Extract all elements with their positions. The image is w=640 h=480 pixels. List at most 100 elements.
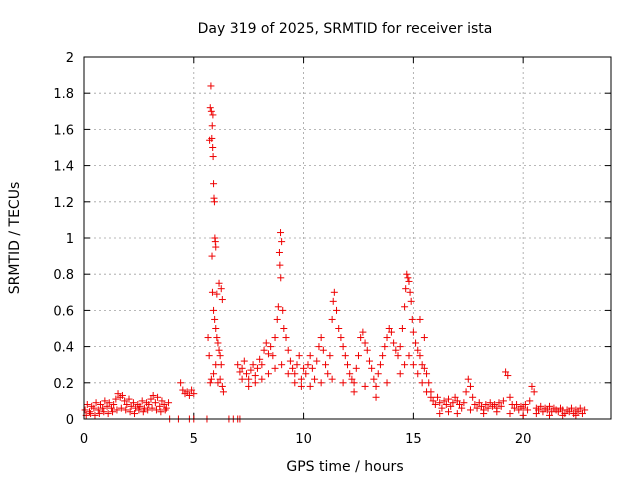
- data-point: [504, 372, 512, 380]
- data-point: [271, 364, 279, 372]
- data-point: [218, 382, 226, 390]
- data-point: [100, 408, 108, 416]
- data-point: [519, 411, 527, 419]
- data-point: [469, 393, 477, 401]
- data-point: [431, 401, 439, 409]
- chart-title: Day 319 of 2025, SRMTID for receiver ist…: [198, 21, 493, 37]
- data-point: [311, 375, 319, 383]
- data-point: [348, 375, 356, 383]
- data-point: [151, 399, 159, 407]
- data-point: [123, 401, 131, 409]
- data-point: [315, 343, 323, 351]
- data-point: [328, 375, 336, 383]
- data-point: [436, 399, 444, 407]
- data-point: [578, 410, 586, 418]
- data-point: [162, 404, 170, 412]
- data-point: [94, 406, 102, 414]
- data-point: [83, 401, 91, 409]
- data-point: [506, 410, 514, 418]
- data-point: [429, 397, 437, 405]
- data-point: [497, 402, 505, 410]
- data-point: [372, 393, 380, 401]
- data-point: [161, 406, 169, 414]
- data-point: [513, 401, 521, 409]
- data-point: [216, 352, 224, 360]
- y-axis-label: SRMTID / TECUs: [7, 182, 23, 295]
- data-point: [341, 352, 349, 360]
- data-point: [154, 393, 162, 401]
- data-point: [276, 261, 284, 269]
- data-point: [368, 364, 376, 372]
- data-point: [412, 339, 420, 347]
- data-point: [114, 390, 122, 398]
- data-point: [449, 399, 457, 407]
- data-point: [405, 277, 413, 285]
- data-point: [447, 402, 455, 410]
- data-point: [354, 352, 362, 360]
- data-point: [416, 315, 424, 323]
- data-point: [330, 288, 338, 296]
- data-point: [215, 346, 223, 354]
- data-point: [87, 410, 95, 418]
- data-point: [423, 388, 431, 396]
- data-point: [209, 153, 217, 161]
- data-point: [211, 315, 219, 323]
- data-point: [240, 357, 248, 365]
- data-point: [394, 352, 402, 360]
- data-point: [365, 357, 373, 365]
- data-point: [390, 339, 398, 347]
- data-point: [335, 325, 343, 332]
- data-point: [339, 379, 347, 387]
- data-point: [238, 375, 246, 383]
- data-point: [210, 370, 218, 378]
- data-point: [104, 410, 112, 418]
- data-point: [247, 366, 255, 374]
- data-point: [214, 379, 222, 387]
- data-point: [339, 343, 347, 351]
- data-point: [521, 401, 529, 409]
- data-point: [302, 370, 310, 378]
- data-point: [125, 395, 133, 403]
- data-point: [304, 361, 312, 369]
- data-point: [81, 406, 89, 414]
- data-point: [274, 303, 282, 311]
- data-point: [370, 375, 378, 383]
- data-point: [207, 107, 215, 115]
- data-point: [471, 401, 479, 409]
- data-point: [284, 370, 292, 378]
- data-point: [291, 370, 299, 378]
- x-tick-label: 0: [80, 432, 88, 447]
- data-point: [436, 410, 444, 418]
- grid-layer: [84, 57, 611, 419]
- data-point: [210, 306, 218, 314]
- data-point: [300, 364, 308, 372]
- data-point: [105, 399, 113, 407]
- data-point: [359, 328, 367, 336]
- data-point: [387, 328, 395, 336]
- y-tick-label: 1: [66, 232, 74, 247]
- data-point: [361, 339, 369, 347]
- data-point: [238, 364, 246, 372]
- data-point: [138, 397, 146, 405]
- data-point: [361, 382, 369, 390]
- x-tick-label: 20: [515, 432, 532, 447]
- data-point: [352, 364, 360, 372]
- data-point: [482, 401, 490, 409]
- data-point: [245, 382, 253, 390]
- data-point: [398, 325, 406, 332]
- data-point: [379, 352, 387, 360]
- data-point: [284, 346, 292, 354]
- data-point: [190, 390, 198, 398]
- data-point: [346, 370, 354, 378]
- data-point: [291, 379, 299, 387]
- data-point: [214, 339, 222, 347]
- data-point: [535, 406, 543, 414]
- data-point: [363, 346, 371, 354]
- y-tick-label: 0.8: [53, 268, 74, 283]
- data-point: [185, 391, 193, 399]
- data-point: [177, 379, 185, 387]
- data-point: [207, 82, 215, 90]
- data-point: [135, 406, 143, 414]
- y-tick-label: 0.6: [53, 304, 74, 319]
- data-point: [269, 352, 277, 360]
